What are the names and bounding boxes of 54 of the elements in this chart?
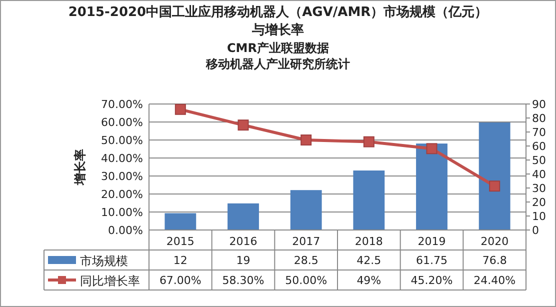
y-tick-label: 0.00% — [108, 224, 143, 237]
x-tick-label: 2016 — [229, 235, 258, 248]
data-label: 76.8 — [482, 254, 507, 267]
legend-label: 同比增长率 — [80, 274, 140, 288]
point — [238, 120, 249, 131]
x-tick-label: 2020 — [480, 235, 509, 248]
legend-label: 市场规模 — [80, 254, 128, 268]
x-tick-label: 2015 — [166, 235, 194, 248]
y2-tick-label: 10 — [532, 210, 546, 223]
y-tick-label: 40.00% — [101, 152, 143, 165]
bar — [290, 190, 322, 230]
data-label: 45.20% — [410, 274, 453, 287]
x-tick-label: 2017 — [292, 235, 320, 248]
y2-tick-label: 30 — [532, 182, 546, 195]
y-tick-label: 70.00% — [101, 98, 143, 111]
y2-tick-label: 20 — [532, 196, 546, 209]
bar — [164, 213, 196, 230]
y-tick-label: 20.00% — [101, 188, 143, 201]
data-label: 42.5 — [356, 254, 382, 267]
chart-title: 2015-2020中国工业应用移动机器人（AGV/AMR）市场规模（亿元）与增长率 — [68, 4, 488, 38]
y2-tick-label: 60 — [532, 140, 546, 153]
data-label: 58.30% — [222, 274, 264, 287]
y2-tick-label: 70 — [532, 126, 546, 139]
data-label: 67.00% — [159, 274, 202, 287]
data-label: 24.40% — [474, 274, 516, 287]
y-tick-label: 30.00% — [101, 170, 143, 183]
data-label: 12 — [173, 254, 188, 267]
y2-tick-label: 50 — [532, 154, 546, 167]
y-axis-title: 增长率 — [73, 149, 87, 186]
data-label: 49% — [356, 274, 382, 287]
y2-tick-label: 0 — [532, 224, 539, 237]
bar — [353, 170, 385, 230]
point — [363, 136, 374, 148]
y-tick-label: 50.00% — [101, 134, 143, 147]
data-label: 28.5 — [294, 254, 318, 267]
y2-tick-label: 80 — [532, 112, 546, 125]
data-label: 61.75 — [416, 254, 448, 267]
y-tick-label: 10.00% — [101, 206, 143, 219]
x-tick-label: 2018 — [354, 235, 383, 248]
text: 移动机器人产业研究所统计 — [205, 57, 350, 71]
bar — [416, 144, 448, 230]
y2-tick-label: 90 — [532, 98, 546, 111]
point — [426, 143, 438, 154]
data-label: 19 — [236, 254, 250, 267]
point — [300, 134, 312, 146]
bar — [478, 122, 510, 230]
point — [174, 104, 186, 115]
x-tick-label: 2019 — [418, 235, 446, 248]
y-tick-label: 60.00% — [101, 116, 143, 129]
bar — [228, 203, 259, 230]
data-label: 50.00% — [285, 274, 328, 287]
point — [489, 180, 500, 192]
y2-tick-label: 40 — [532, 168, 546, 181]
chart-subtitle: CMR产业联盟数据 — [227, 41, 329, 55]
